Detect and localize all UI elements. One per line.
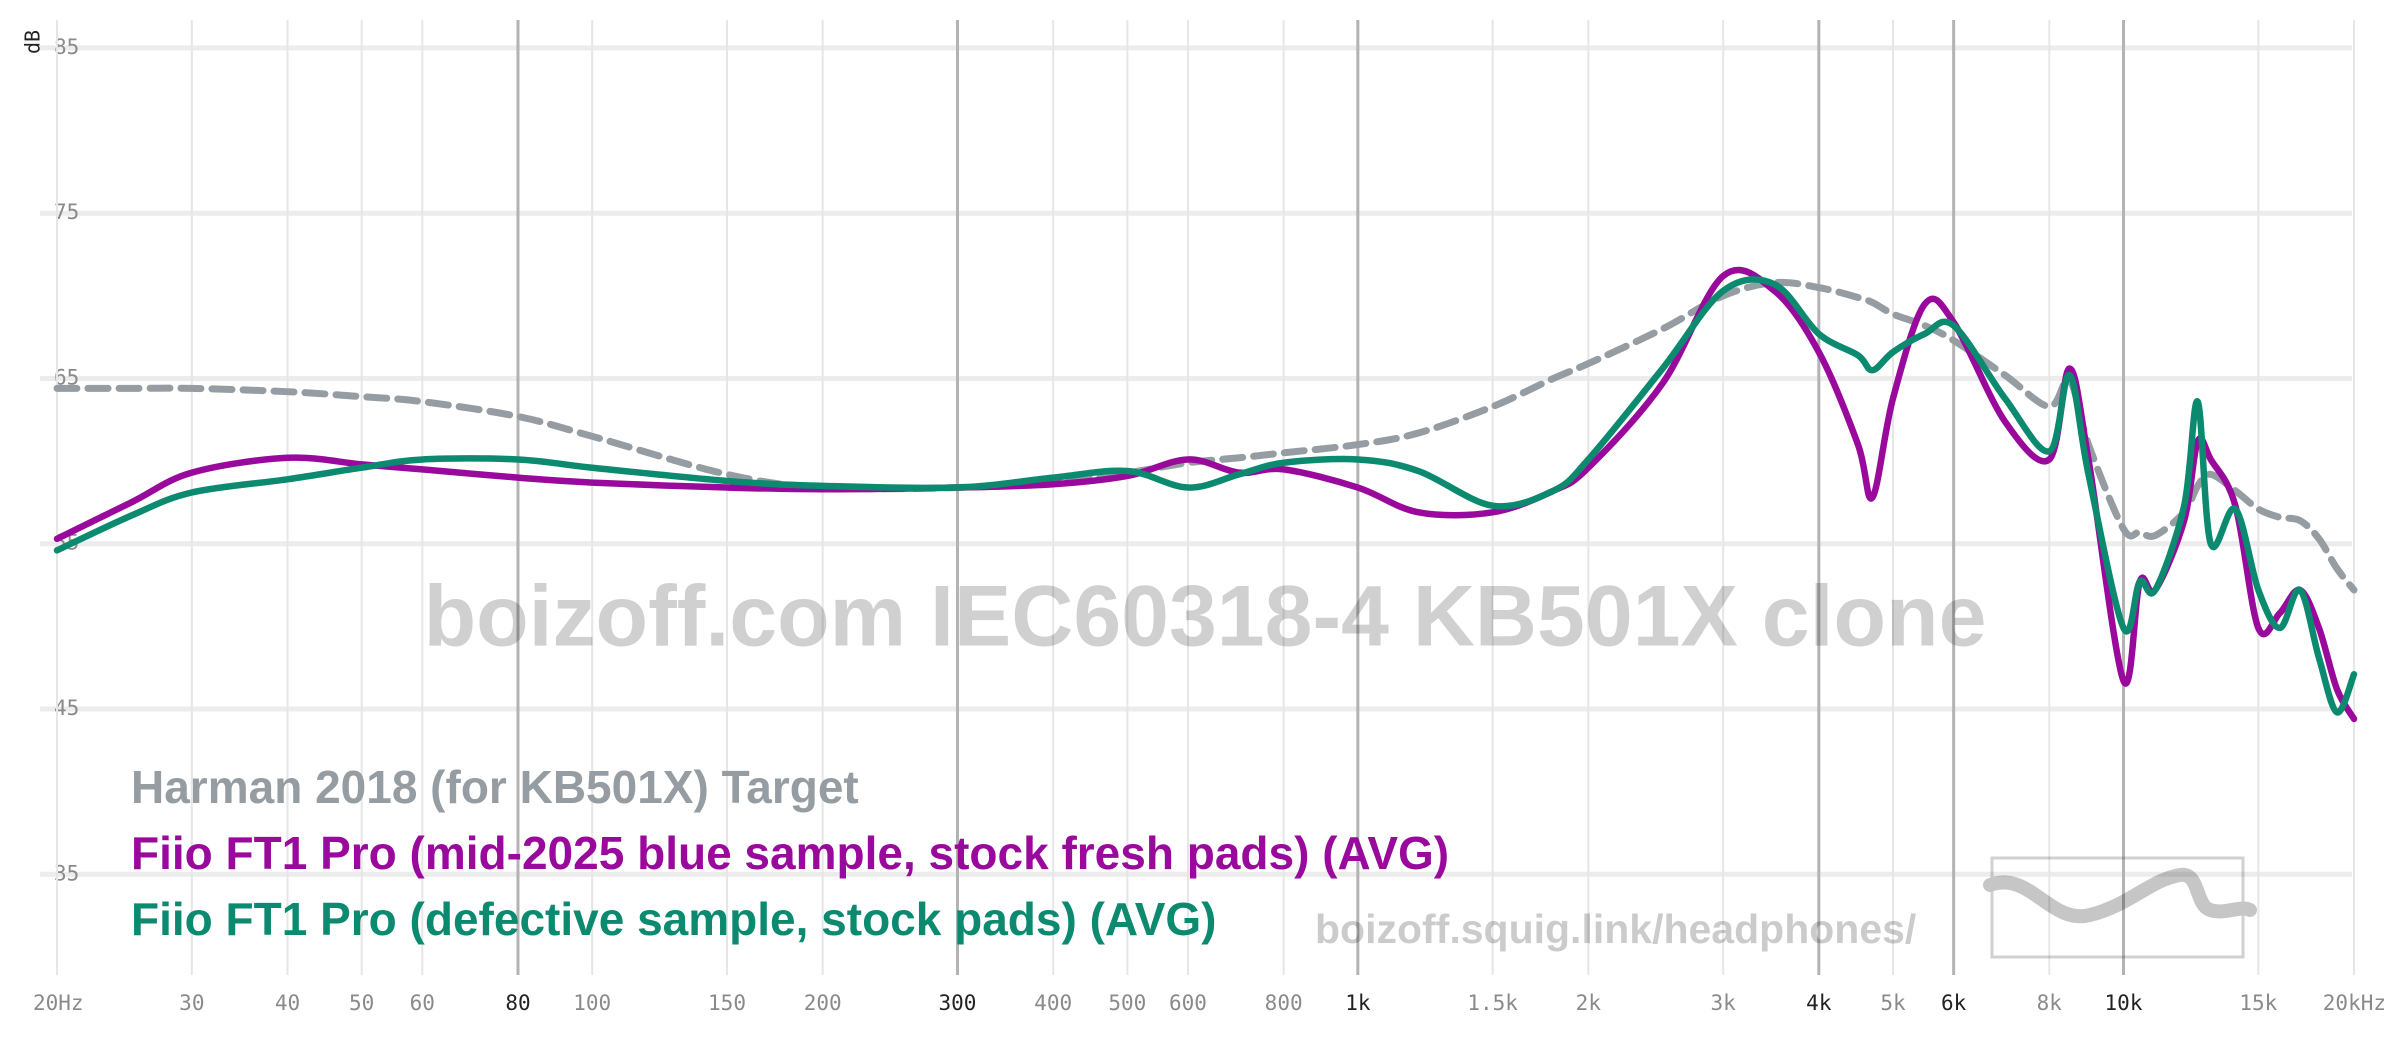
logo [1983,856,2257,959]
logo-squiggle [1983,867,2257,924]
legend-entry: Harman 2018 (for KB501X) Target [131,761,859,813]
frequency-response-line [53,276,2358,716]
x-tick-label: 20Hz [33,991,84,1015]
x-tick-label: 50 [349,991,374,1015]
x-tick-label: 6k [1941,991,1967,1015]
x-tick-label: 200 [804,991,842,1015]
legend-entry: Fiio FT1 Pro (defective sample, stock pa… [131,893,1217,945]
x-tick-label: 30 [179,991,204,1015]
x-tick-label: 10k [2105,991,2143,1015]
x-tick-label: 80 [505,991,530,1015]
x-tick-label: 100 [573,991,611,1015]
x-tick-label: 60 [410,991,435,1015]
legend-entry: Fiio FT1 Pro (mid-2025 blue sample, stoc… [131,827,1449,879]
y-tick-label: 75 [54,200,79,224]
x-tick-label: 40 [275,991,300,1015]
x-tick-label: 3k [1711,991,1737,1015]
y-axis-label: dB [21,30,45,54]
lines [53,266,2358,723]
x-tick-label: 1k [1345,991,1371,1015]
legend: Harman 2018 (for KB501X) Target Fiio FT1 … [131,761,1449,945]
x-tick-label: 150 [708,991,746,1015]
x-tick-label: 5k [1880,991,1906,1015]
y-tick-label: 45 [54,696,79,720]
watermark: boizoff.com IEC60318-4 KB501X clone [424,569,1987,665]
frequency-response-line [53,266,2358,723]
x-tick-label: 4k [1806,991,1832,1015]
x-tick-label: 600 [1169,991,1207,1015]
y-tick-label: 35 [54,861,79,885]
x-tick-label: 800 [1265,991,1303,1015]
x-tick-label: 400 [1034,991,1072,1015]
x-tick-label: 8k [2037,991,2063,1015]
watermark-url: boizoff.squig.link/headphones/ [1315,906,1916,952]
x-tick-label: 300 [939,991,977,1015]
x-tick-label: 500 [1108,991,1146,1015]
x-tick-label: 15k [2239,991,2277,1015]
x-tick-label: 1.5k [1467,991,1518,1015]
x-tick-label: 20kHz [2323,991,2386,1015]
logo-box [1990,856,2245,959]
y-tick-label: 85 [54,35,79,59]
x-tick-label: 2k [1576,991,1602,1015]
